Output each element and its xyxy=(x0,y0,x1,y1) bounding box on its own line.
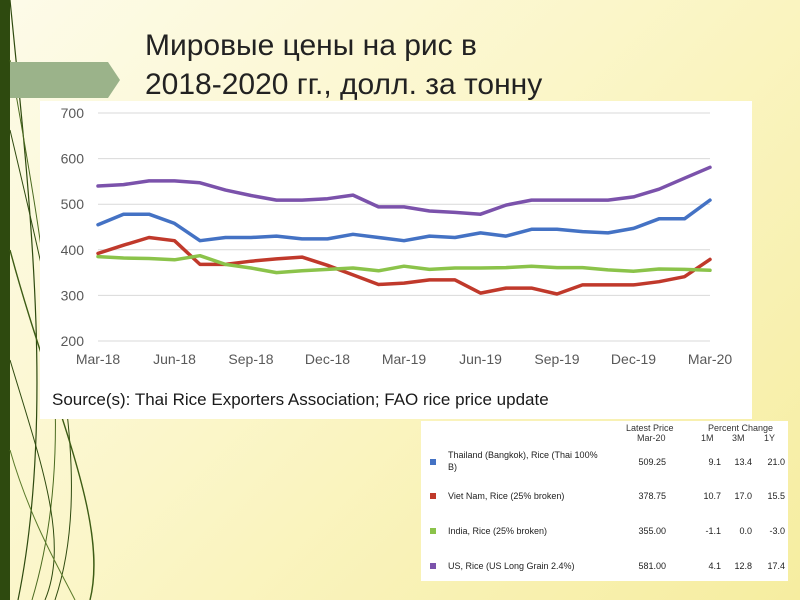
y-tick-label: 400 xyxy=(61,242,85,258)
x-tick-label: Mar-19 xyxy=(382,351,427,367)
row-change-1m: 9.1 xyxy=(708,457,721,467)
price-table: Latest Price Mar-20 Percent Change 1M 3M… xyxy=(421,421,788,581)
y-tick-label: 200 xyxy=(61,333,85,349)
x-tick-label: Jun-19 xyxy=(459,351,502,367)
row-change-1y: 21.0 xyxy=(767,457,785,467)
row-name: Viet Nam, Rice (25% broken) xyxy=(448,491,565,501)
chart-source-note: Source(s): Thai Rice Exporters Associati… xyxy=(52,390,549,409)
y-tick-label: 500 xyxy=(61,196,85,212)
row-change-1y: 15.5 xyxy=(767,491,785,501)
row-change-3m: 0.0 xyxy=(739,526,752,536)
decorative-curves xyxy=(9,0,95,600)
x-tick-label: Jun-18 xyxy=(153,351,196,367)
x-tick-label: Mar-18 xyxy=(76,351,121,367)
slide-title-line1: Мировые цены на рис в xyxy=(145,29,477,62)
row-color-marker xyxy=(430,563,436,569)
chart-y-axis: 200 300 400 500 600 700 xyxy=(61,105,85,349)
y-tick-label: 600 xyxy=(61,151,85,167)
x-tick-label: Sep-19 xyxy=(534,351,579,367)
slide-title-line2: 2018-2020 гг., долл. за тонну xyxy=(145,68,543,101)
x-tick-label: Dec-18 xyxy=(305,351,350,367)
row-color-marker xyxy=(430,528,436,534)
title-tab-shape xyxy=(10,62,108,98)
row-color-marker xyxy=(430,493,436,499)
header-3m: 3M xyxy=(732,433,745,443)
series-line-0 xyxy=(96,198,712,243)
row-name: India, Rice (25% broken) xyxy=(448,526,548,536)
x-tick-label: Dec-19 xyxy=(611,351,656,367)
row-price: 509.25 xyxy=(638,457,666,467)
row-name: US, Rice (US Long Grain 2.4%) xyxy=(448,561,575,571)
chart-series xyxy=(96,165,712,296)
header-latest-date: Mar-20 xyxy=(637,433,666,443)
row-change-3m: 12.8 xyxy=(734,561,752,571)
series-line-1 xyxy=(96,235,712,296)
series-line-3 xyxy=(96,165,712,216)
row-change-3m: 17.0 xyxy=(734,491,752,501)
row-change-1y: 17.4 xyxy=(767,561,785,571)
line-chart: 200 300 400 500 600 700 Mar-18 Jun-18 Sep-18 Dec… xyxy=(61,105,733,367)
header-1m: 1M xyxy=(701,433,714,443)
header-percent-change: Percent Change xyxy=(708,423,774,433)
slide-title: Мировые цены на рис в 2018-2020 гг., дол… xyxy=(145,26,542,104)
row-price: 581.00 xyxy=(638,561,666,571)
chart-gridlines xyxy=(98,112,710,342)
series-line-2 xyxy=(96,253,712,275)
row-color-marker xyxy=(430,459,436,465)
chart-x-axis: Mar-18 Jun-18 Sep-18 Dec-18 Mar-19 Jun-19 Sep-… xyxy=(76,351,733,367)
header-1y: 1Y xyxy=(764,433,776,443)
row-name-cont: B) xyxy=(448,462,457,472)
row-price: 355.00 xyxy=(638,526,666,536)
row-change-1y: -3.0 xyxy=(769,526,785,536)
x-tick-label: Mar-20 xyxy=(688,351,733,367)
slide-accent-bar xyxy=(0,0,10,600)
y-tick-label: 700 xyxy=(61,105,85,121)
row-change-1m: -1.1 xyxy=(705,526,721,536)
row-change-1m: 4.1 xyxy=(708,561,721,571)
title-tab-arrow xyxy=(108,62,120,98)
header-latest-price: Latest Price xyxy=(626,423,674,433)
row-price: 378.75 xyxy=(638,491,666,501)
row-name: Thailand (Bangkok), Rice (Thai 100% xyxy=(448,450,598,460)
y-tick-label: 300 xyxy=(61,287,85,303)
chart-panel: 200 300 400 500 600 700 Mar-18 Jun-18 Sep-18 Dec… xyxy=(40,101,752,419)
row-change-3m: 13.4 xyxy=(734,457,752,467)
x-tick-label: Sep-18 xyxy=(228,351,273,367)
row-change-1m: 10.7 xyxy=(703,491,721,501)
